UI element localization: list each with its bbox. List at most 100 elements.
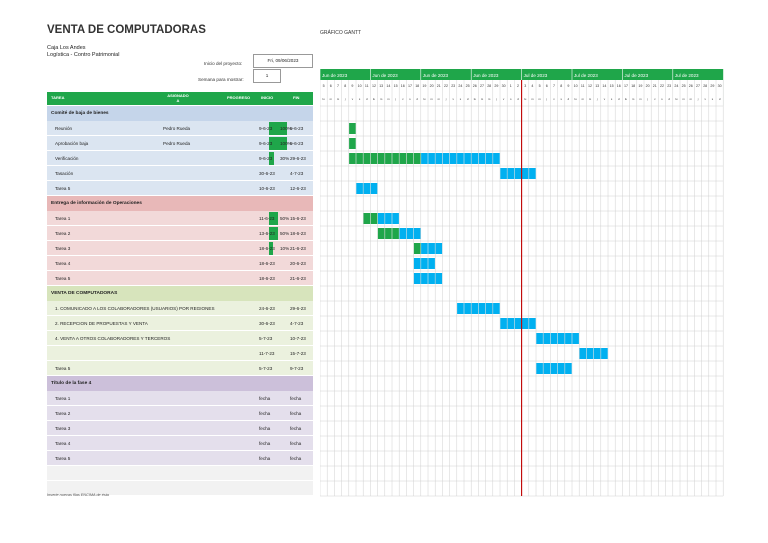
task-row[interactable]: 11-7-23 15-7-23: [47, 346, 313, 361]
task-row[interactable]: 10% Tarea 3 18-6-23 21-6-23: [47, 241, 313, 256]
task-row[interactable]: Tarea 5 fecha fecha: [47, 451, 313, 466]
weekday-letter: s: [712, 97, 714, 101]
gantt-bar-segment: [370, 183, 378, 194]
task-end: 10-7-23: [290, 336, 306, 341]
task-row[interactable]: Tasación 30-6-23 4-7-23: [47, 166, 313, 181]
gantt-bar-segment: [413, 273, 421, 284]
task-start: 11-6-23: [259, 216, 275, 221]
week-input[interactable]: 1: [253, 69, 281, 83]
gantt-bar-segment: [493, 303, 500, 314]
gantt-bar-segment: [557, 363, 565, 374]
day-number: 19: [638, 84, 642, 88]
gantt-bar-segment: [471, 303, 479, 314]
gantt-bar-segment: [428, 243, 435, 254]
task-row[interactable]: 1. COMUNICADO A LOS COLABORADORES (USUAR…: [47, 301, 313, 316]
task-name: Tarea 4: [55, 261, 71, 266]
task-assigned: Pedro Rueda: [163, 141, 191, 146]
task-start: fecha: [259, 456, 271, 461]
task-row[interactable]: Tarea 1 fecha fecha: [47, 391, 313, 406]
task-row[interactable]: Tarea 5 18-6-23 21-6-23: [47, 271, 313, 286]
day-number: 5: [323, 84, 325, 88]
task-end: fecha: [290, 456, 302, 461]
day-number: 11: [365, 84, 369, 88]
gantt-bar-segment: [529, 168, 536, 179]
progress-cell: 50%: [269, 227, 289, 240]
day-number: 1: [510, 84, 512, 88]
weekday-letter: v: [553, 97, 555, 101]
weekday-letter: m: [380, 97, 383, 101]
task-row[interactable]: Tarea 5 5-7-23 9-7-23: [47, 361, 313, 376]
task-row[interactable]: Tarea 4 18-6-23 20-6-23: [47, 256, 313, 271]
weekday-letter: s: [611, 97, 613, 101]
gantt-bar-segment: [543, 333, 551, 344]
gantt-bar-segment: [413, 153, 421, 164]
gantt-bar-segment: [457, 153, 464, 164]
task-start: 30-6-23: [259, 321, 275, 326]
weekday-letter: s: [661, 97, 663, 101]
day-number: 24: [674, 84, 678, 88]
day-number: 23: [451, 84, 455, 88]
gantt-bar-segment: [536, 363, 543, 374]
insert-row: [47, 481, 313, 496]
gantt-bar-segment: [377, 213, 385, 224]
gantt-bar-segment: [428, 258, 435, 269]
task-name: Tarea 3: [55, 246, 71, 251]
gantt-bar-segment: [413, 228, 421, 239]
weekday-letter: s: [409, 97, 411, 101]
gantt-bar-segment: [550, 333, 558, 344]
weekday-letter: m: [438, 97, 441, 101]
task-progress: 10%: [280, 246, 290, 251]
empty-row: [47, 466, 313, 481]
weekday-letter: d: [618, 97, 620, 101]
task-row[interactable]: 30% Verificación 9-6-23 29-6-23: [47, 151, 313, 166]
task-row[interactable]: 100% Reunión Pedro Rueda 9-6-23 9-6-23: [47, 121, 313, 136]
task-name: Tarea 2: [55, 231, 71, 236]
task-row[interactable]: 50% Tarea 1 11-6-23 15-6-23: [47, 211, 313, 226]
task-row[interactable]: 50% Tarea 2 13-6-23 18-6-23: [47, 226, 313, 241]
gantt-bar-segment: [413, 258, 421, 269]
task-end: 9-7-23: [290, 366, 304, 371]
phase-header: Título de la fase 4: [47, 376, 313, 391]
task-row[interactable]: 4. VENTA A OTROS COLABORADORES Y TERCERO…: [47, 331, 313, 346]
task-start: 5-7-23: [259, 366, 273, 371]
gantt-bar-segment: [363, 153, 371, 164]
task-row[interactable]: Tarea 2 fecha fecha: [47, 406, 313, 421]
task-end: 9-6-23: [290, 126, 304, 131]
task-end: 9-6-23: [290, 141, 304, 146]
gantt-label: GRÁFICO GANTT: [320, 30, 362, 36]
gantt-bar-segment: [449, 153, 457, 164]
gantt-bar-segment: [356, 183, 363, 194]
task-row[interactable]: Tarea 5 10-6-23 12-6-23: [47, 181, 313, 196]
gantt-bar-segment: [413, 243, 421, 254]
project-start-input[interactable]: Fri, 09/06/2023: [253, 54, 313, 68]
task-row[interactable]: Tarea 4 fecha fecha: [47, 436, 313, 451]
gantt-bar-segment: [514, 318, 522, 329]
progress-cell: 10%: [269, 242, 289, 255]
day-number: 10: [574, 84, 578, 88]
gantt-bar-segment: [363, 213, 371, 224]
task-row[interactable]: Tarea 3 fecha fecha: [47, 421, 313, 436]
task-end: fecha: [290, 411, 302, 416]
day-number: 14: [602, 84, 606, 88]
weekday-letter: lu: [575, 97, 578, 101]
gantt-bar-segment: [392, 153, 399, 164]
task-progress: 50%: [280, 231, 290, 236]
day-number: 30: [502, 84, 506, 88]
task-row[interactable]: 2. RECEPCION DE PROPUESTAS Y VENTA 30-6-2…: [47, 316, 313, 331]
task-name: Tarea 5: [55, 276, 71, 281]
day-number: 16: [401, 84, 405, 88]
department-name: Logística - Contro Patrimonial: [47, 52, 120, 58]
gantt-bar-segment: [399, 153, 407, 164]
task-name: Tarea 3: [55, 426, 71, 431]
day-number: 2: [517, 84, 519, 88]
task-start: 9-6-23: [259, 126, 273, 131]
weekday-letter: d: [416, 97, 418, 101]
gantt-bar-segment: [471, 153, 479, 164]
task-end: fecha: [290, 396, 302, 401]
weekday-letter: d: [366, 97, 368, 101]
gantt-bar-segment: [370, 153, 378, 164]
gantt-bar-segment: [385, 228, 392, 239]
gantt-bar-segment: [565, 363, 572, 374]
gantt-bar-segment: [500, 318, 507, 329]
task-row[interactable]: 100% Aprobación baja Pedro Rueda 9-6-23 9-6-…: [47, 136, 313, 151]
